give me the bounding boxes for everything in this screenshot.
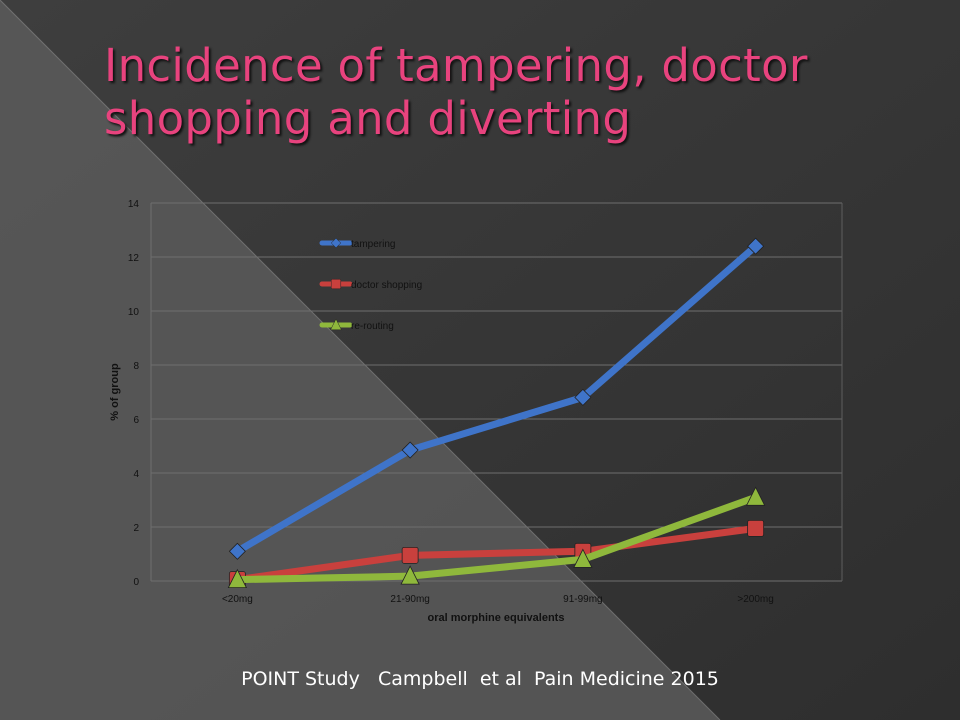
slide-title: Incidence of tampering, doctor shopping … xyxy=(104,39,808,145)
legend-item: tampering xyxy=(319,237,395,250)
series-line xyxy=(233,524,760,584)
legend-label: doctor shopping xyxy=(351,280,422,291)
data-point-marker xyxy=(574,388,592,406)
data-point-marker xyxy=(747,519,765,537)
series-re-routing xyxy=(227,486,766,589)
data-point-marker xyxy=(401,546,419,564)
data-point-marker xyxy=(228,542,246,560)
x-axis-label: oral morphine equivalents xyxy=(428,612,565,624)
data-point-marker xyxy=(573,548,593,568)
legend-swatch-marker xyxy=(330,278,342,290)
y-tick-label: 12 xyxy=(128,253,140,264)
series-line xyxy=(233,242,760,555)
y-tick-label: 2 xyxy=(133,523,139,534)
series-tampering xyxy=(228,237,765,560)
x-tick-labels: <20mg 21-90mg 91-99mg >200mg xyxy=(222,594,774,605)
y-tick-label: 0 xyxy=(133,577,139,588)
legend: tampering doctor shopping re-routing xyxy=(319,237,422,332)
y-tick-label: 6 xyxy=(133,415,139,426)
y-tick-label: 10 xyxy=(128,307,140,318)
y-axis-label: % of group xyxy=(109,363,121,421)
legend-item: doctor shopping xyxy=(319,278,422,291)
data-point-marker xyxy=(745,486,766,506)
x-tick-label: >200mg xyxy=(737,594,773,605)
legend-swatch-marker xyxy=(330,318,342,331)
y-tick-labels: 0 2 4 6 8 10 12 14 xyxy=(128,199,140,588)
x-tick-label: <20mg xyxy=(222,594,253,605)
series-line xyxy=(233,493,760,584)
legend-swatch-marker xyxy=(330,237,342,249)
series-lines xyxy=(227,237,766,589)
x-tick-label: 91-99mg xyxy=(563,594,602,605)
y-tick-label: 4 xyxy=(133,469,139,480)
data-point-marker xyxy=(747,237,765,255)
data-point-marker xyxy=(400,565,420,585)
y-tick-label: 8 xyxy=(133,361,139,372)
legend-item: re-routing xyxy=(319,318,394,332)
legend-label: re-routing xyxy=(351,321,394,332)
legend-label: tampering xyxy=(351,239,395,250)
data-point-marker xyxy=(227,568,248,589)
y-tick-label: 14 xyxy=(128,199,140,210)
gridlines xyxy=(150,202,843,582)
data-point-marker xyxy=(401,441,419,459)
diagonal-edge-line xyxy=(0,0,721,720)
x-tick-label: 21-90mg xyxy=(390,594,429,605)
series-doctor-shopping xyxy=(228,519,765,589)
citation-footer: POINT Study Campbell et al Pain Medicine… xyxy=(241,668,719,690)
